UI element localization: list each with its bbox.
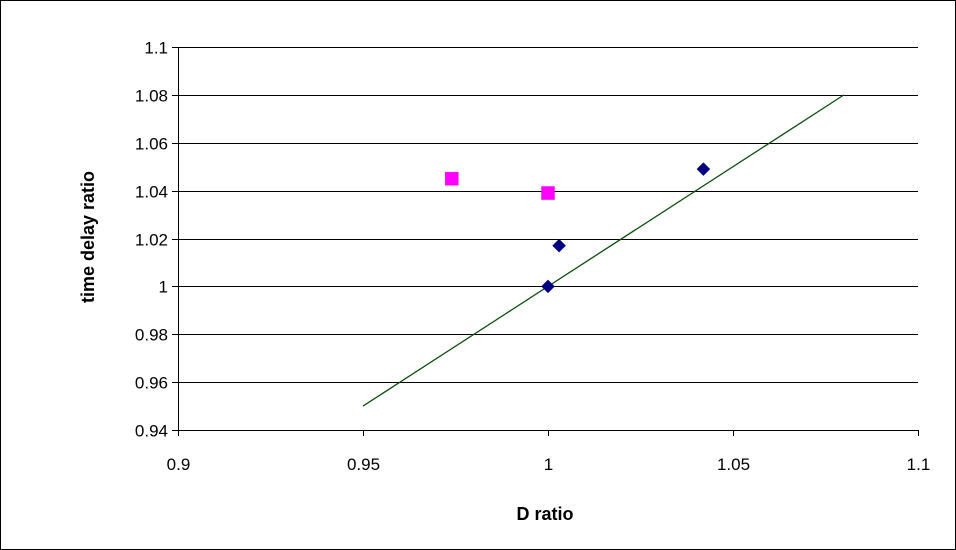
trend-line [362, 94, 845, 407]
data-point-diamond [552, 238, 566, 253]
y-tick-label: 1 [159, 278, 168, 297]
x-axis-title: D ratio [516, 504, 573, 524]
trend-lines [362, 94, 845, 407]
y-tick-label: 1.08 [135, 87, 168, 106]
data-point-square [541, 186, 555, 200]
data-point-diamond [696, 162, 711, 176]
x-tick-label: 1 [544, 455, 553, 474]
x-tick-label: 0.9 [167, 455, 191, 474]
axes [172, 47, 919, 436]
y-tick-label: 1.1 [144, 39, 168, 58]
y-tick-label: 1.04 [135, 183, 168, 202]
data-point-square [445, 171, 459, 186]
x-tick-label: 1.1 [907, 455, 931, 474]
y-tick-label: 1.06 [135, 135, 168, 154]
y-axis-title: time delay ratio [78, 171, 98, 303]
y-tick-label: 0.94 [135, 422, 168, 441]
y-tick-label: 0.96 [135, 374, 168, 393]
data-points [445, 162, 711, 294]
tick-labels: 0.94 0.96 0.98 1 1.02 1.04 1.06 1.08 1.1 0.9 0.95 1… [135, 39, 930, 475]
y-tick-label: 1.02 [135, 231, 168, 250]
x-tick-label: 0.95 [347, 455, 380, 474]
data-point-diamond [541, 279, 555, 294]
y-tick-label: 0.98 [135, 326, 168, 345]
x-tick-label: 1.05 [717, 455, 750, 474]
